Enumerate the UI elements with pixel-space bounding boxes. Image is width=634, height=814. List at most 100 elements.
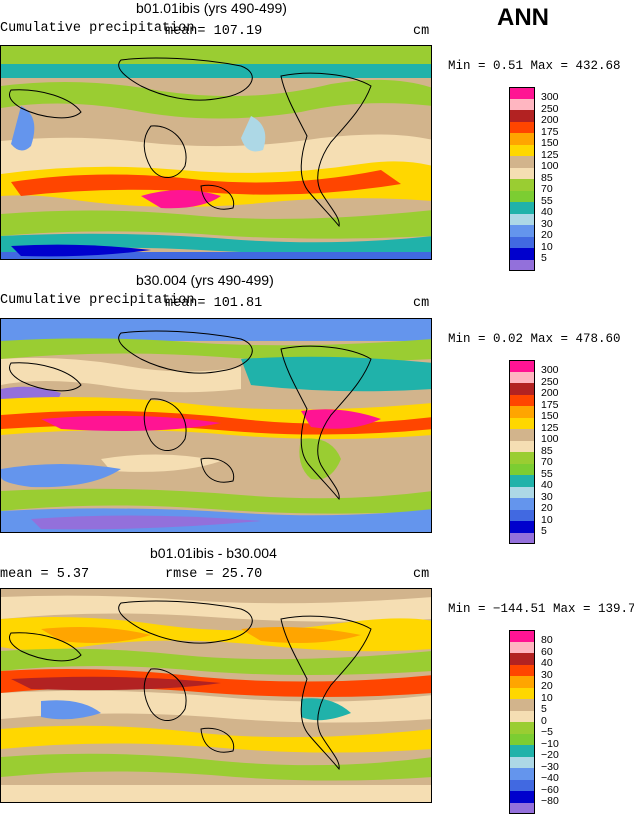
colorbar-tick-label: 10 <box>541 693 553 704</box>
colorbar-tick-label: 20 <box>541 681 553 692</box>
panel-1-mean-label: mean= 107.19 <box>165 24 262 39</box>
colorbar-tick-label: 0 <box>541 716 547 727</box>
panel-3-rmse-label: rmse = 25.70 <box>165 567 262 582</box>
colorbar-swatch <box>509 191 535 203</box>
colorbar-tick-label: 300 <box>541 92 559 103</box>
colorbar-swatch <box>509 99 535 111</box>
colorbar-swatch <box>509 429 535 441</box>
colorbar-tick-label: 100 <box>541 434 559 445</box>
panel-3-title: b01.01ibis - b30.004 <box>150 545 277 561</box>
colorbar-tick-label: 5 <box>541 253 547 264</box>
colorbar-tick-label: 80 <box>541 635 553 646</box>
colorbar-swatch <box>509 665 535 677</box>
panel-3-units-label: cm <box>413 567 429 582</box>
panel-2-mean-label: mean= 101.81 <box>165 296 262 311</box>
colorbar-swatch <box>509 248 535 260</box>
season-label: ANN <box>497 4 549 32</box>
panel-3-mean-label: mean = 5.37 <box>0 567 89 582</box>
colorbar-swatch <box>509 791 535 803</box>
colorbar-swatch <box>509 372 535 384</box>
colorbar-swatch <box>509 406 535 418</box>
panel-2-title: b30.004 (yrs 490-499) <box>136 272 274 288</box>
colorbar-swatch <box>509 260 535 272</box>
colorbar-swatch <box>509 179 535 191</box>
panel-1-precipitation-map <box>0 45 432 260</box>
colorbar-swatch <box>509 464 535 476</box>
panel-1-minmax: Min = 0.51 Max = 432.68 <box>448 59 621 73</box>
panel-2-precipitation-map <box>0 318 432 533</box>
colorbar-tick-label: 200 <box>541 388 559 399</box>
colorbar-tick-label: 175 <box>541 400 559 411</box>
colorbar-tick-label: 85 <box>541 446 553 457</box>
colorbar-swatch <box>509 642 535 654</box>
colorbar-swatch <box>509 156 535 168</box>
colorbar-tick-label: −60 <box>541 785 559 796</box>
colorbar-swatch <box>509 145 535 157</box>
colorbar-swatch <box>509 688 535 700</box>
colorbar-swatch <box>509 653 535 665</box>
colorbar-swatch <box>509 722 535 734</box>
colorbar-swatch <box>509 521 535 533</box>
colorbar-swatch <box>509 441 535 453</box>
colorbar-tick-label: 5 <box>541 526 547 537</box>
colorbar-tick-label: 5 <box>541 704 547 715</box>
colorbar-swatch <box>509 510 535 522</box>
colorbar-swatch <box>509 418 535 430</box>
colorbar-swatch <box>509 360 535 372</box>
colorbar-swatch <box>509 87 535 99</box>
panel-2-minmax: Min = 0.02 Max = 478.60 <box>448 332 621 346</box>
colorbar-tick-label: 55 <box>541 196 553 207</box>
colorbar-tick-label: 150 <box>541 411 559 422</box>
colorbar-swatch <box>509 110 535 122</box>
panel-1-title: b01.01ibis (yrs 490-499) <box>136 0 287 16</box>
colorbar-tick-label: 250 <box>541 104 559 115</box>
colorbar-swatch <box>509 383 535 395</box>
colorbar-swatch <box>509 122 535 134</box>
colorbar-tick-label: 85 <box>541 173 553 184</box>
colorbar-tick-label: 40 <box>541 480 553 491</box>
colorbar-swatch <box>509 452 535 464</box>
colorbar-tick-label: −80 <box>541 796 559 807</box>
colorbar-tick-label: 300 <box>541 365 559 376</box>
colorbar-tick-label: 60 <box>541 647 553 658</box>
colorbar-tick-label: 200 <box>541 115 559 126</box>
colorbar-tick-label: 70 <box>541 457 553 468</box>
colorbar-swatch <box>509 699 535 711</box>
colorbar-swatch <box>509 711 535 723</box>
colorbar-swatch <box>509 498 535 510</box>
colorbar-swatch <box>509 214 535 226</box>
colorbar-tick-label: 125 <box>541 150 559 161</box>
colorbar-tick-label: 150 <box>541 138 559 149</box>
colorbar-tick-label: 125 <box>541 423 559 434</box>
colorbar-tick-label: 30 <box>541 492 553 503</box>
colorbar-swatch <box>509 757 535 769</box>
colorbar-tick-label: 40 <box>541 658 553 669</box>
panel-1-units-label: cm <box>413 24 429 39</box>
colorbar-swatch <box>509 676 535 688</box>
colorbar-tick-label: 55 <box>541 469 553 480</box>
colorbar-tick-label: 100 <box>541 161 559 172</box>
colorbar-tick-label: −20 <box>541 750 559 761</box>
colorbar-swatch <box>509 803 535 814</box>
colorbar-swatch <box>509 168 535 180</box>
colorbar-swatch <box>509 487 535 499</box>
colorbar-tick-label: 20 <box>541 230 553 241</box>
colorbar-tick-label: −40 <box>541 773 559 784</box>
colorbar-swatch <box>509 395 535 407</box>
panel-3-difference-map <box>0 588 432 803</box>
colorbar-tick-label: 250 <box>541 377 559 388</box>
colorbar-tick-label: 10 <box>541 242 553 253</box>
colorbar-swatch <box>509 734 535 746</box>
colorbar-swatch <box>509 475 535 487</box>
colorbar-tick-label: 40 <box>541 207 553 218</box>
colorbar-swatch <box>509 533 535 545</box>
panel-2-units-label: cm <box>413 296 429 311</box>
colorbar-swatch <box>509 202 535 214</box>
colorbar-tick-label: 20 <box>541 503 553 514</box>
colorbar-tick-label: 70 <box>541 184 553 195</box>
colorbar-swatch <box>509 745 535 757</box>
colorbar-swatch <box>509 768 535 780</box>
colorbar-tick-label: 30 <box>541 219 553 230</box>
colorbar-tick-label: 175 <box>541 127 559 138</box>
colorbar-tick-label: −5 <box>541 727 553 738</box>
